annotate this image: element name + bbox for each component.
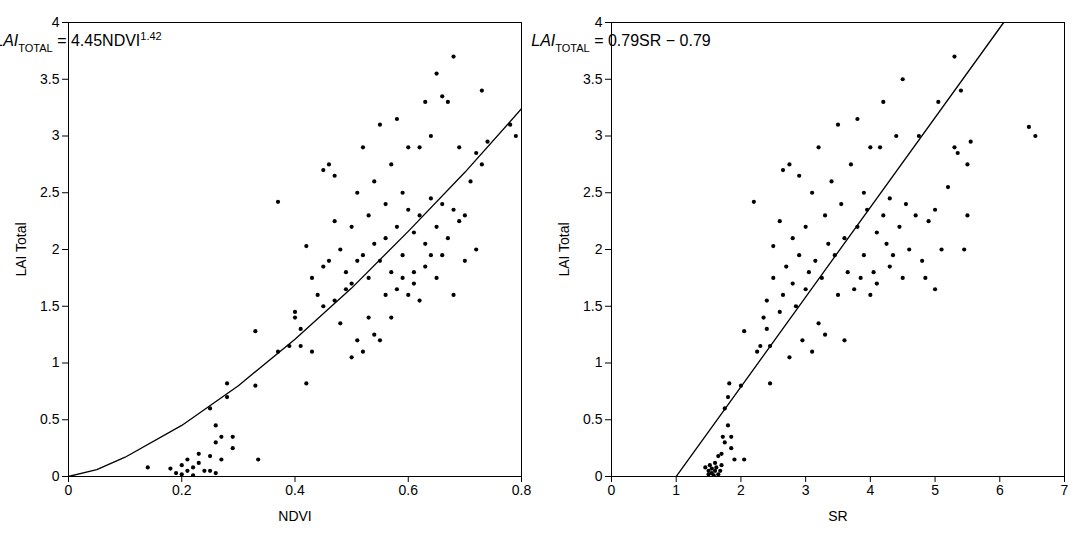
svg-text:0.5: 0.5 [583,411,603,427]
svg-text:LAI Total: LAI Total [556,222,572,276]
svg-text:LAI Total: LAI Total [13,222,29,276]
svg-text:LAITOTAL = 4.45NDVI1.42: LAITOTAL = 4.45NDVI1.42 [0,30,162,54]
svg-text:2.5: 2.5 [583,184,603,200]
svg-text:6: 6 [996,482,1004,498]
svg-text:2: 2 [52,241,60,257]
svg-text:0: 0 [608,482,616,498]
svg-text:0.6: 0.6 [399,482,419,498]
svg-text:1: 1 [672,482,680,498]
svg-text:NDVI: NDVI [278,508,311,524]
svg-text:0: 0 [52,468,60,484]
svg-text:3: 3 [52,127,60,143]
svg-text:1.5: 1.5 [40,298,60,314]
svg-text:1.5: 1.5 [583,298,603,314]
svg-text:2: 2 [595,241,603,257]
svg-text:3: 3 [595,127,603,143]
svg-text:3.5: 3.5 [40,71,60,87]
svg-text:0.8: 0.8 [512,482,532,498]
svg-text:5: 5 [931,482,939,498]
svg-text:4: 4 [866,482,874,498]
svg-text:0: 0 [65,482,73,498]
svg-text:LAITOTAL = 0.79SR − 0.79: LAITOTAL = 0.79SR − 0.79 [531,32,711,54]
svg-text:0.4: 0.4 [285,482,305,498]
svg-text:0.2: 0.2 [172,482,192,498]
svg-text:3.5: 3.5 [583,71,603,87]
svg-text:0.5: 0.5 [40,411,60,427]
svg-text:0: 0 [595,468,603,484]
svg-text:2.5: 2.5 [40,184,60,200]
svg-text:4: 4 [595,14,603,30]
svg-text:4: 4 [52,14,60,30]
svg-text:2: 2 [737,482,745,498]
svg-text:SR: SR [828,508,847,524]
svg-text:1: 1 [52,354,60,370]
svg-text:1: 1 [595,354,603,370]
svg-text:7: 7 [1061,482,1069,498]
svg-text:3: 3 [802,482,810,498]
